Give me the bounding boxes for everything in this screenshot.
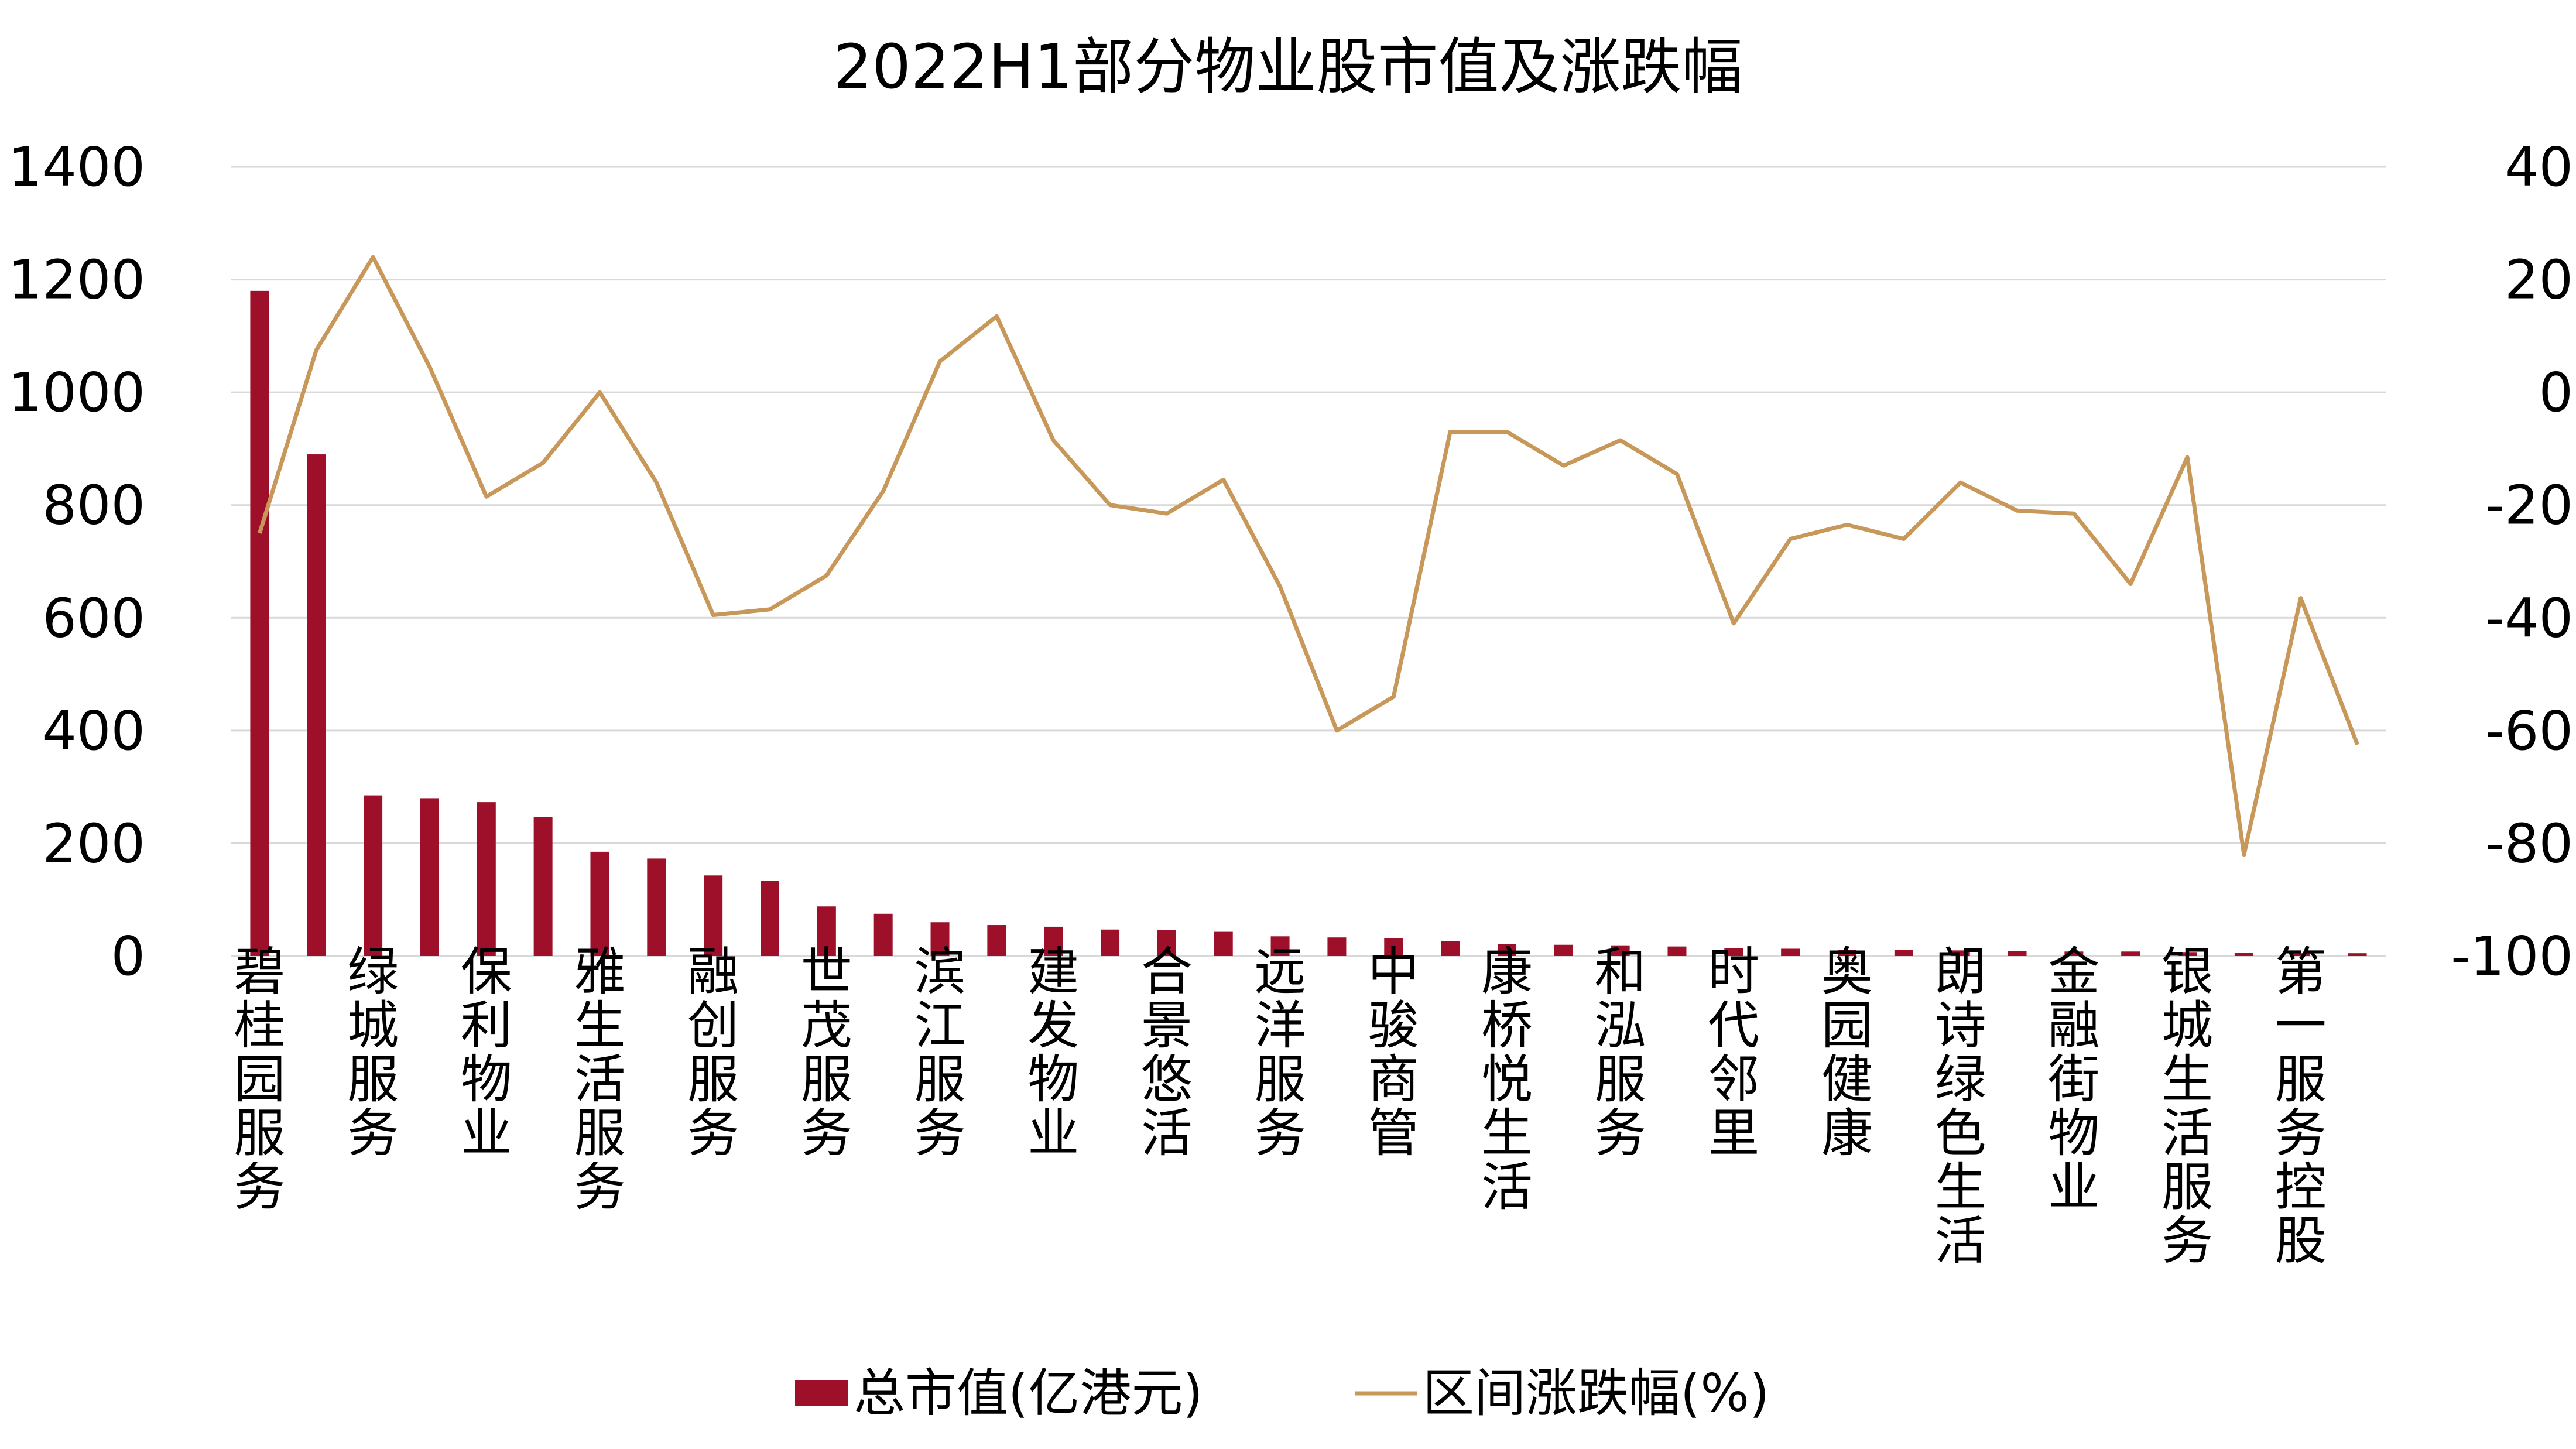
line-path <box>258 255 2359 857</box>
category-label: 康桥悦生活 <box>1481 941 1533 1217</box>
left-tick-label: 1000 <box>8 361 145 424</box>
right-tick-label: 40 <box>2505 136 2573 198</box>
bar <box>1838 950 1856 956</box>
bar <box>1101 929 1120 956</box>
bar <box>1554 944 1573 956</box>
bar <box>477 802 496 956</box>
category-label: 保利物业 <box>461 941 512 1163</box>
bar <box>533 817 553 956</box>
category-label: 远洋服务 <box>1255 941 1306 1163</box>
bar <box>1214 931 1233 956</box>
bar <box>1951 950 1970 956</box>
legend-bar-label: 总市值(亿港元) <box>854 1363 1203 1423</box>
category-label: 第一服务控股 <box>2275 941 2327 1271</box>
legend-line-label: 区间涨跌幅(%) <box>1423 1363 1769 1423</box>
left-tick-label: 600 <box>42 587 145 649</box>
left-axis-ticks: 0 200 400 600 800 1000 1200 1400 <box>8 136 145 988</box>
right-tick-label: -20 <box>2485 474 2573 537</box>
category-label: 奥园健康 <box>1821 941 1873 1163</box>
bar <box>1327 937 1347 956</box>
bar <box>307 454 326 956</box>
bar <box>364 795 383 956</box>
bar <box>1441 941 1460 956</box>
chart-title: 2022H1部分物业股市值及涨跌幅 <box>833 31 1742 102</box>
bar <box>704 875 723 956</box>
bar <box>1611 945 1630 956</box>
bar <box>2008 951 2027 956</box>
bar <box>420 798 439 956</box>
line-series <box>258 255 2359 857</box>
category-label: 融创服务 <box>687 941 739 1163</box>
left-tick-label: 1400 <box>8 136 145 198</box>
bar <box>250 290 269 956</box>
bar <box>1497 944 1516 956</box>
category-label: 合景悠活 <box>1141 941 1193 1163</box>
category-label: 朗诗绿色生活 <box>1935 941 1986 1271</box>
bar <box>1384 938 1403 956</box>
bar <box>1667 946 1687 956</box>
category-label: 和泓服务 <box>1595 941 1646 1163</box>
bar <box>1270 936 1290 956</box>
left-tick-label: 200 <box>42 812 145 875</box>
legend: 总市值(亿港元) 区间涨跌幅(%) <box>795 1363 1769 1423</box>
category-label: 银城生活服务 <box>2161 941 2213 1271</box>
bar <box>2348 953 2367 956</box>
bar <box>2064 951 2084 956</box>
category-labels: 碧桂园服务 绿城服务 保利物业 雅生活服务 融创服务 世茂服务 滨江服务 建发物业 合景悠活 远洋… <box>234 941 2326 1271</box>
right-tick-label: -40 <box>2485 587 2573 649</box>
right-tick-label: 20 <box>2505 249 2573 311</box>
left-tick-label: 0 <box>111 925 145 988</box>
left-tick-label: 800 <box>42 474 145 537</box>
left-tick-label: 400 <box>42 700 145 762</box>
bar <box>2121 951 2140 956</box>
category-label: 绿城服务 <box>347 941 399 1163</box>
bar <box>647 858 666 956</box>
bar <box>1781 948 1800 956</box>
category-label: 时代邻里 <box>1708 941 1759 1163</box>
category-label: 建发物业 <box>1027 941 1079 1163</box>
bar <box>930 922 950 956</box>
bar <box>590 851 609 956</box>
bar <box>1157 930 1176 956</box>
bar <box>873 913 893 956</box>
category-label: 碧桂园服务 <box>234 941 285 1217</box>
bar <box>2234 953 2253 956</box>
category-label: 世茂服务 <box>801 941 852 1163</box>
bar-series <box>250 290 2367 956</box>
bar <box>1724 948 1743 956</box>
right-tick-label: -60 <box>2485 700 2573 762</box>
right-tick-label: 0 <box>2539 361 2573 424</box>
bar <box>817 906 836 956</box>
right-tick-label: -80 <box>2485 812 2573 875</box>
bar <box>1894 950 1913 956</box>
category-label: 雅生活服务 <box>574 941 625 1217</box>
bar <box>987 925 1006 956</box>
right-axis-ticks: -100 -80 -60 -40 -20 0 20 40 <box>2451 136 2573 988</box>
gridlines <box>231 166 2386 957</box>
right-tick-label: -100 <box>2451 925 2573 988</box>
bar <box>2178 952 2197 956</box>
legend-bar-swatch <box>795 1380 848 1406</box>
category-label: 滨江服务 <box>914 941 966 1163</box>
category-label: 中骏商管 <box>1368 941 1419 1163</box>
bar <box>2291 953 2310 956</box>
category-label: 金融街物业 <box>2048 941 2099 1217</box>
left-tick-label: 1200 <box>8 249 145 311</box>
bar <box>1044 926 1063 956</box>
bar <box>761 881 779 956</box>
